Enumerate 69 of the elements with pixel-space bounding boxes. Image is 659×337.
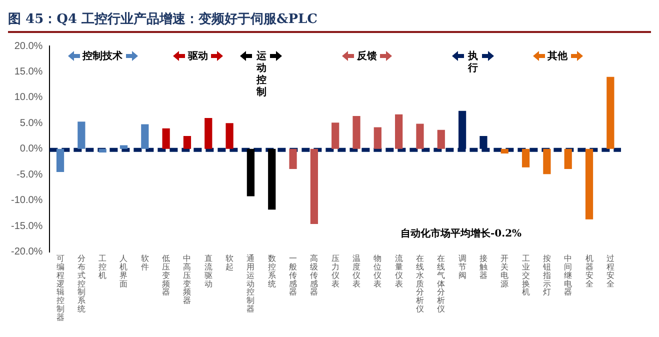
bar xyxy=(204,118,212,149)
x-tick-label: 一般传感器 xyxy=(289,254,298,297)
x-tick-label: 接触器 xyxy=(479,254,488,280)
x-tick-label: 低压变频器 xyxy=(162,254,170,297)
x-tick-label: 数控系统 xyxy=(268,254,276,288)
bar xyxy=(120,145,128,149)
bar xyxy=(183,136,192,149)
chart-title: 图 45：Q4 工控行业产品增速：变频好于伺服&PLC xyxy=(8,8,651,33)
x-tick-label: 人机界面 xyxy=(120,254,128,288)
annotation: 自动化市场平均增长-0.2% xyxy=(400,227,522,240)
bar xyxy=(352,116,360,149)
x-tick-label: 软起 xyxy=(226,254,234,272)
bar xyxy=(98,148,106,152)
bar xyxy=(246,148,255,196)
bar xyxy=(522,148,530,168)
x-tick-label: 在线水质分析仪 xyxy=(414,254,424,314)
bar xyxy=(226,123,234,149)
x-tick-label: 可编程逻辑控制器 xyxy=(56,254,64,322)
y-tick-label: 15.0% xyxy=(14,66,43,78)
bar xyxy=(437,130,445,149)
y-tick-label: 0.0% xyxy=(20,144,43,155)
bar xyxy=(289,148,297,169)
x-tick-label: 过程安全 xyxy=(606,254,614,288)
x-tick-label: 中高压变频器 xyxy=(183,254,192,306)
legend-label: 运动控制 xyxy=(255,51,268,100)
x-tick-label: 物位仪表 xyxy=(374,254,382,288)
y-tick-label: -5.0% xyxy=(16,169,43,180)
bar xyxy=(268,148,276,210)
x-tick-label: 在线气体分析仪 xyxy=(436,254,446,314)
x-tick-label: 流量仪表 xyxy=(394,254,403,288)
x-tick-label: 机器安全 xyxy=(585,254,594,288)
bar xyxy=(564,148,572,169)
y-tick-label: 10.0% xyxy=(14,92,43,104)
x-tick-label: 中间继电器 xyxy=(564,254,572,297)
bar xyxy=(374,127,382,149)
x-tick-label: 软件 xyxy=(140,254,149,272)
bar xyxy=(332,122,340,149)
legend-label: 其他 xyxy=(546,51,568,64)
legend-label: 执行 xyxy=(466,51,479,76)
x-tick-label: 工控机 xyxy=(98,254,107,280)
y-tick-label: -10.0% xyxy=(10,195,43,206)
x-tick-label: 高级传感器 xyxy=(310,254,318,297)
x-tick-label: 压力仪表 xyxy=(331,254,340,288)
y-tick-label: -15.0% xyxy=(10,220,43,232)
bar xyxy=(141,124,149,149)
legend-label: 驱动 xyxy=(186,51,209,64)
bar xyxy=(585,148,594,220)
y-tick-label: 5.0% xyxy=(20,118,43,129)
bar xyxy=(162,128,170,149)
x-tick-label: 温度仪表 xyxy=(352,254,360,288)
y-tick-label: -20.0% xyxy=(10,246,43,258)
x-tick-label: 通用运动控制器 xyxy=(246,254,255,314)
bar xyxy=(606,76,614,149)
y-tick-label: 20.0% xyxy=(14,40,43,52)
legend-label: 反馈 xyxy=(356,51,378,64)
x-tick-label: 按钮指示灯 xyxy=(542,254,551,297)
legend-label: 控制技术 xyxy=(82,51,124,64)
x-tick-label: 直流驱动 xyxy=(204,254,212,288)
bar xyxy=(543,148,551,174)
bar xyxy=(395,114,403,149)
x-tick-label: 开关电源 xyxy=(500,254,509,288)
bar xyxy=(500,148,508,154)
x-tick-label: 调节阀 xyxy=(458,254,466,280)
bar xyxy=(310,148,318,224)
x-tick-label: 分布式控制系统 xyxy=(77,254,86,314)
bar xyxy=(416,124,424,149)
x-tick-label: 工业交换机 xyxy=(522,254,530,297)
bar xyxy=(56,148,64,172)
bar xyxy=(78,122,86,149)
